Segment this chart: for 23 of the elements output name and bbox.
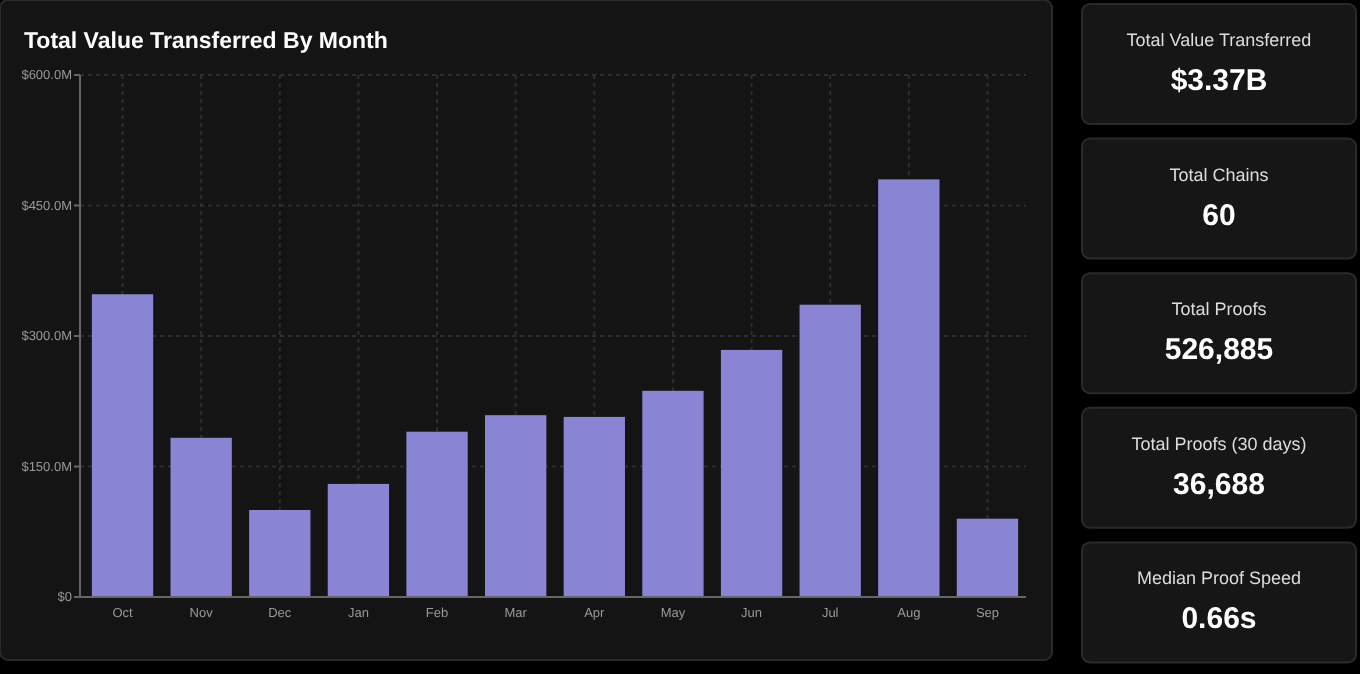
text: 0.66s — [1181, 602, 1257, 637]
text: Total Chains — [1169, 164, 1270, 185]
bar — [720, 349, 783, 597]
text: $3.37B — [1170, 64, 1268, 98]
text: 526,885 — [1164, 333, 1274, 368]
bar — [563, 416, 625, 597]
bar — [91, 294, 154, 597]
text: 60 — [1202, 198, 1236, 233]
bar — [878, 179, 940, 597]
bar — [249, 510, 311, 597]
bar — [485, 415, 547, 597]
text: Total Proofs (30 days) — [1131, 433, 1307, 454]
text: Total Value Transferred — [1126, 30, 1312, 50]
bar — [406, 431, 468, 597]
bar — [642, 390, 704, 597]
chart-title: Total Value Transferred By Month — [24, 30, 388, 54]
bar — [327, 483, 390, 597]
text: Total Proofs — [1171, 299, 1268, 320]
bar — [799, 304, 861, 597]
text: 36,688 — [1173, 467, 1265, 502]
text: Median Proof Speed — [1136, 568, 1302, 589]
bar — [170, 437, 232, 597]
bar — [956, 518, 1019, 597]
